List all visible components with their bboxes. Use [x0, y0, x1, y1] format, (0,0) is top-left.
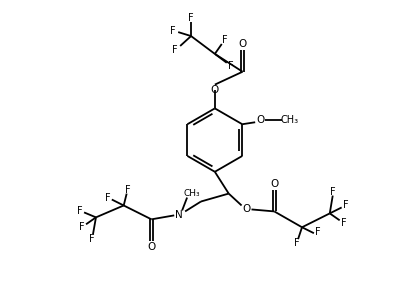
- Text: F: F: [341, 218, 346, 228]
- Text: O: O: [270, 179, 278, 189]
- Text: F: F: [315, 227, 321, 237]
- Text: F: F: [188, 13, 194, 23]
- Text: F: F: [79, 222, 85, 232]
- Text: O: O: [238, 39, 247, 49]
- Text: O: O: [242, 204, 251, 215]
- Text: F: F: [343, 201, 348, 210]
- Text: O: O: [256, 115, 264, 125]
- Text: F: F: [222, 35, 228, 45]
- Text: F: F: [228, 61, 234, 71]
- Text: F: F: [170, 26, 176, 36]
- Text: N: N: [175, 210, 183, 221]
- Text: O: O: [147, 242, 156, 252]
- Text: F: F: [294, 238, 300, 248]
- Text: F: F: [330, 187, 335, 197]
- Text: O: O: [211, 85, 219, 94]
- Text: F: F: [77, 207, 83, 216]
- Text: CH₃: CH₃: [184, 189, 200, 198]
- Text: CH₃: CH₃: [281, 115, 299, 125]
- Text: F: F: [172, 45, 178, 55]
- Text: F: F: [105, 193, 110, 203]
- Text: F: F: [125, 185, 130, 195]
- Text: F: F: [89, 234, 95, 244]
